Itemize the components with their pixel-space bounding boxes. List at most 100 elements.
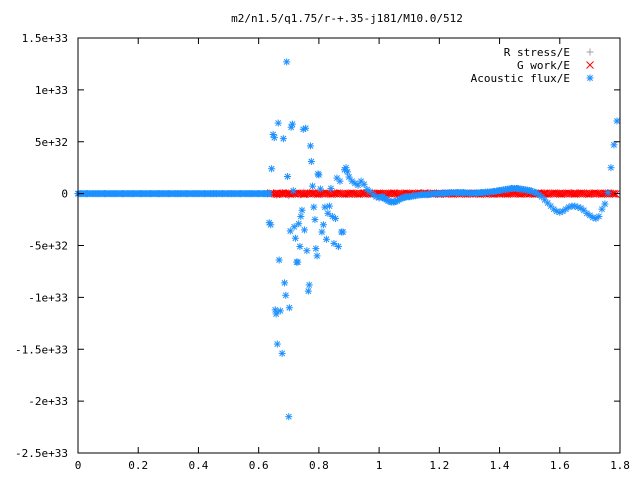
data-point [613,117,621,125]
data-point [297,212,305,220]
data-point [312,245,320,253]
legend-label: R stress/E [504,46,570,59]
data-point [313,252,321,260]
data-point [607,164,615,172]
x-tick-label: 1.4 [490,459,510,472]
data-point [339,228,347,236]
data-point [490,188,498,196]
data-point [288,120,296,128]
data-point [146,190,154,198]
data-point [405,193,413,201]
data-point [272,189,281,197]
data-point [173,190,181,198]
data-point [465,189,473,197]
data-point [343,168,351,176]
data-point [282,291,290,299]
data-point [101,190,109,198]
data-point [276,307,284,315]
data-point [604,189,612,197]
data-point [330,239,338,247]
data-point [310,203,318,211]
data-point [459,189,467,197]
data-point [319,221,327,229]
data-point [508,184,516,192]
data-point [302,124,310,132]
data-point [322,235,330,243]
plot-frame [77,37,621,454]
data-point [321,203,329,211]
data-point [514,184,522,192]
data-point [278,349,286,357]
data-point [477,189,485,197]
data-point [298,206,306,214]
data-point [453,189,461,197]
data-point [610,189,618,198]
data-point [285,304,293,312]
data-point [610,141,618,149]
data-point [228,190,236,198]
data-point [83,190,91,198]
data-point [331,215,339,223]
data-point [311,216,319,224]
data-point [598,205,606,213]
data-point [484,188,492,196]
y-tick-label: -1e+33 [28,291,68,304]
data-point [279,135,287,143]
data-point [586,189,594,198]
data-point [574,203,582,211]
data-point [496,187,504,195]
legend-label: Acoustic flux/E [471,72,570,85]
data-point [304,287,312,295]
x-tick-label: 1.2 [429,459,449,472]
data-point [285,413,293,421]
x-tick-label: 0.2 [128,459,148,472]
data-point [255,190,263,198]
data-point [330,189,338,197]
y-tick-label: 0 [61,188,68,201]
data-point [290,223,298,231]
data-point [555,189,564,198]
data-point [305,281,313,289]
data-point [345,190,353,198]
data-point [390,189,399,197]
chart-marks [74,58,621,421]
series-acoustic-flux-e [74,58,621,421]
y-tick-label: 5e+32 [35,136,68,149]
axes: 0 0.2 0.4 0.6 0.8 1 1.2 1.4 1.6 1.8 1.5e+33 1e+33 5e… [15,32,630,472]
data-point [291,234,299,242]
data-point [360,180,368,188]
data-point [309,182,317,190]
data-point [300,226,308,234]
data-point [284,173,292,181]
data-point [237,190,245,198]
data-point [268,165,276,173]
data-point [429,190,437,198]
data-point [526,187,534,195]
data-point [281,279,289,287]
x-tick-label: 0.8 [309,459,329,472]
data-point [324,209,332,217]
data-point [309,189,317,197]
data-point [303,247,311,255]
y-tick-label: -5e+32 [28,240,68,253]
data-point [595,212,603,220]
data-point [289,187,297,195]
data-point [210,190,217,198]
data-point [570,189,579,197]
data-point [520,185,528,193]
data-point [296,243,304,251]
data-point [283,58,291,66]
data-point [295,220,303,228]
data-point [119,190,127,198]
x-tick-label: 0.4 [189,459,209,472]
chart-title: m2/n1.5/q1.75/r-+.35-j181/M10.0/512 [231,12,463,25]
data-point [182,190,190,198]
data-point [435,190,443,198]
data-point [294,258,302,266]
data-point [351,189,360,198]
data-point [164,190,172,198]
y-tick-label: -2.5e+33 [15,447,68,460]
data-point [345,173,353,181]
